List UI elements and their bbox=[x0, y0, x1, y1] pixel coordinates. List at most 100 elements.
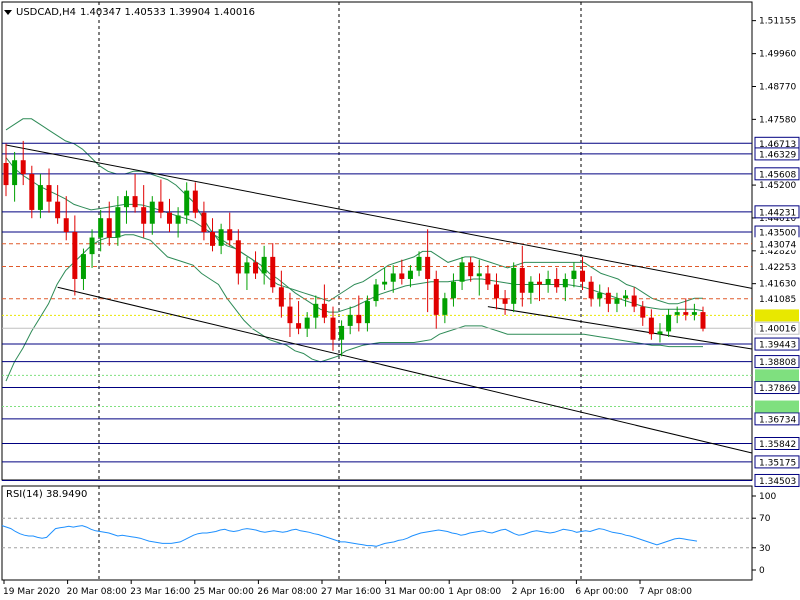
candle-body bbox=[485, 273, 491, 285]
price-level-box bbox=[754, 205, 800, 219]
price-axis-label: 1.45200 bbox=[759, 181, 796, 191]
candle-body bbox=[123, 196, 129, 208]
price-axis-label: 1.41630 bbox=[759, 280, 796, 290]
time-axis-label: 19 Mar 2020 bbox=[3, 587, 60, 597]
candle-body bbox=[450, 281, 456, 299]
candle-body bbox=[227, 229, 233, 241]
price-level-box bbox=[754, 292, 800, 306]
time-axis-label: 26 Mar 08:00 bbox=[257, 587, 317, 597]
candle-body bbox=[640, 306, 646, 318]
candle-body bbox=[339, 325, 345, 340]
candle-body bbox=[132, 196, 138, 208]
candle-body bbox=[537, 281, 543, 285]
trend-lines bbox=[5, 144, 753, 454]
collapse-arrow-icon[interactable] bbox=[4, 10, 12, 15]
price-level-label: 1.35842 bbox=[759, 440, 796, 450]
candle-body bbox=[192, 190, 198, 213]
time-axis-label: 31 Mar 00:00 bbox=[385, 587, 445, 597]
candle-body bbox=[614, 298, 620, 304]
candle-body bbox=[37, 185, 43, 210]
candle-body bbox=[235, 240, 241, 274]
price-level-label: 1.43074 bbox=[759, 240, 796, 250]
rsi-panel-frame bbox=[1, 485, 753, 581]
candle-body bbox=[29, 174, 35, 210]
candle-body bbox=[700, 312, 706, 329]
candle-body bbox=[519, 267, 525, 293]
price-axis-label: 1.51155 bbox=[759, 17, 796, 27]
price-level-label: 1.41085 bbox=[759, 295, 796, 305]
candle-body bbox=[210, 232, 216, 246]
price-level-box bbox=[754, 337, 800, 351]
candle-body bbox=[270, 256, 276, 288]
candle-body bbox=[55, 201, 61, 219]
price-level-box bbox=[754, 259, 800, 273]
candle-body bbox=[313, 303, 319, 318]
candle-body bbox=[364, 301, 370, 324]
candle-body bbox=[648, 317, 654, 335]
candle-body bbox=[253, 262, 259, 274]
price-axis-label: 1.42820 bbox=[759, 247, 796, 257]
candle-body bbox=[631, 295, 637, 307]
price-level-box bbox=[754, 147, 800, 161]
candle-body bbox=[683, 312, 689, 315]
candle-body bbox=[201, 212, 207, 233]
price-level-label: 1.45608 bbox=[759, 170, 796, 180]
candle-body bbox=[511, 267, 517, 304]
candle-body bbox=[433, 278, 439, 315]
time-axis-label: 7 Apr 08:00 bbox=[639, 587, 692, 597]
candle-body bbox=[382, 281, 388, 285]
candle-body bbox=[407, 270, 413, 279]
price-level-label: 1.37869 bbox=[759, 384, 796, 394]
time-axis: 19 Mar 2020 20 Mar 08:00 23 Mar 16:00 25 Ma… bbox=[3, 580, 692, 597]
price-level-label: 1.36734 bbox=[759, 415, 796, 425]
candle-body bbox=[175, 215, 181, 224]
price-level-box bbox=[755, 309, 799, 322]
candle-body bbox=[597, 292, 603, 299]
candle-body bbox=[149, 201, 155, 224]
candle-body bbox=[89, 237, 95, 255]
time-axis-label: 25 Mar 00:00 bbox=[194, 587, 254, 597]
ohlc-values: 1.40347 1.40533 1.39904 1.40016 bbox=[80, 7, 255, 18]
candle-body bbox=[545, 278, 551, 285]
price-level-box bbox=[754, 455, 800, 469]
chart-header: USDCAD,H4 1.40347 1.40533 1.39904 1.4001… bbox=[4, 7, 255, 18]
candle-body bbox=[72, 232, 78, 279]
candle-body bbox=[605, 292, 611, 304]
candle-body bbox=[502, 298, 508, 304]
candle-body bbox=[347, 314, 353, 326]
trend-line-channel-lower bbox=[57, 286, 753, 454]
candle-body bbox=[166, 212, 172, 224]
candle-body bbox=[588, 281, 594, 299]
price-level-label: 1.38808 bbox=[759, 358, 796, 368]
candle-body bbox=[390, 273, 396, 282]
time-axis-label: 27 Mar 16:00 bbox=[321, 587, 381, 597]
candle-body bbox=[562, 278, 568, 288]
price-level-box bbox=[754, 237, 800, 251]
candle-body bbox=[321, 303, 327, 318]
bollinger-middle bbox=[5, 157, 704, 313]
candle-body bbox=[261, 256, 267, 274]
candle-body bbox=[666, 314, 672, 332]
candle-body bbox=[571, 270, 577, 279]
price-axis-label: 1.49960 bbox=[759, 50, 796, 60]
price-level-box bbox=[754, 412, 800, 426]
candle-body bbox=[158, 201, 164, 213]
price-axis-label: 1.44010 bbox=[759, 214, 796, 224]
candle-body bbox=[98, 218, 104, 238]
time-axis-label: 2 Apr 16:00 bbox=[512, 587, 565, 597]
candle-body bbox=[287, 306, 293, 324]
time-axis-label: 23 Mar 16:00 bbox=[130, 587, 190, 597]
rsi-axis-label: 30 bbox=[759, 544, 771, 554]
price-level-box bbox=[755, 400, 799, 413]
price-axis-label: 1.47580 bbox=[759, 115, 796, 125]
candle-body bbox=[691, 312, 697, 315]
candle-body bbox=[580, 270, 586, 282]
time-axis-label: 6 Apr 00:00 bbox=[575, 587, 628, 597]
candle-body bbox=[416, 256, 422, 271]
candle-body bbox=[63, 218, 69, 233]
price-level-label: 1.39443 bbox=[759, 341, 796, 351]
candle-body bbox=[476, 273, 482, 277]
candle-body bbox=[442, 298, 448, 315]
